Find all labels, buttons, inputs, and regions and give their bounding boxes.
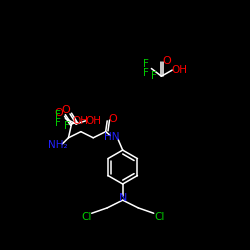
Text: OH: OH [171, 65, 187, 75]
Text: O: O [162, 56, 171, 66]
Text: O: O [108, 114, 117, 124]
Text: F: F [143, 59, 149, 69]
Text: O: O [61, 105, 70, 115]
Text: F: F [64, 121, 70, 131]
Text: NH₂: NH₂ [48, 140, 68, 150]
Text: N: N [118, 193, 127, 203]
Text: HN: HN [104, 132, 120, 142]
Text: F: F [56, 118, 61, 128]
Text: OH: OH [73, 116, 89, 126]
Text: F: F [143, 68, 149, 78]
Text: OH: OH [85, 116, 101, 126]
Text: O: O [55, 108, 64, 118]
Text: F: F [56, 110, 61, 120]
Text: Cl: Cl [81, 212, 92, 222]
Text: Cl: Cl [154, 212, 164, 222]
Text: F: F [151, 71, 157, 81]
